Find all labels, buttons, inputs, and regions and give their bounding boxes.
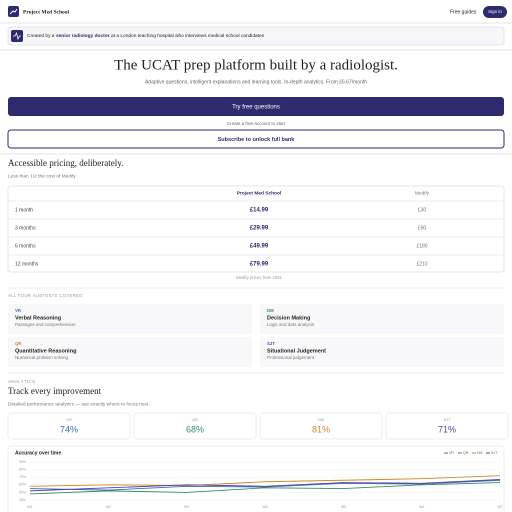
y-tick-label: 70% [19,475,26,479]
stat-label: SJT [443,417,451,422]
x-tick-label: W2 [106,505,111,509]
subtest-desc: Numerical problem solving [15,355,69,360]
subtest-card [260,337,504,367]
subtest-code: VR [15,308,22,313]
subtest-name: Decision Making [267,315,310,321]
subtest-name: Quantitative Reasoning [15,348,76,354]
plan-price: £79.99 [250,262,269,268]
series-line [29,475,501,487]
pricing-subtitle: Less than 1/2 the cost of Medify [8,173,76,179]
stat-value: 74% [60,424,78,434]
stat-value: 81% [312,424,330,434]
plan-price: £29.99 [250,226,269,232]
subtest-name: Situational Judgement [267,348,326,354]
subtest-desc: Professional judgement [267,355,315,360]
chart-title: Accuracy over time [15,450,61,456]
column-header: Project Med School [237,190,282,196]
banner-part: at a London teaching hospital who interv… [111,33,265,39]
brand-name: Project Med School [23,9,69,15]
x-tick-label: W6 [419,505,424,509]
stat-card [259,412,383,440]
pricing-footnote: Medify prices from 2026 [236,275,282,280]
banner-box [7,26,505,46]
subtest-desc: Logic and data analysis [267,322,315,327]
legend-label: SJT [491,451,498,455]
cta-note: Create a free account to start [227,121,286,126]
stat-label: QR [192,417,198,422]
stat-value: 68% [186,424,204,434]
analytics-subtitle: Detailed performance analytics — see exa… [8,401,150,407]
subtest-code: DM [267,308,274,313]
x-tick-label: W5 [341,505,346,509]
chart-card [7,445,505,512]
hero-subtitle: Adaptive questions, intelligent explanat… [145,79,367,85]
plan-duration: 12 months [15,261,39,267]
banner-text: Created by a senior radiology doctor at a … [27,33,265,39]
series-line [29,479,501,491]
banner-glyph [13,31,21,41]
plan-duration: 1 month [15,207,33,213]
banner-bold: senior radiology doctor [56,33,110,39]
x-tick-label: W1 [27,505,32,509]
stat-card [7,412,131,440]
stat-label: VR [66,417,72,422]
legend-label: DM [477,451,483,455]
column-header: Medify [415,190,430,196]
subtest-card [8,337,252,367]
y-tick-label: 90% [19,460,26,464]
pricing-title: Accessible pricing, deliberately. [8,158,123,168]
y-tick-label: 80% [19,468,26,472]
stat-card [385,412,509,440]
y-tick-label: 50% [19,490,26,494]
medify-price: £180 [416,243,427,249]
subtest-desc: Passages and comprehension [15,322,76,327]
analytics-title: Track every improvement [8,386,102,396]
subtest-card [8,304,252,334]
cta-button[interactable] [8,97,504,116]
medify-price: £210 [416,261,427,267]
x-tick-label: W4 [262,505,267,509]
x-tick-label: W7 [497,505,502,509]
y-tick-label: 60% [19,483,26,487]
subtest-card [260,304,504,334]
stat-label: DM [318,417,324,422]
pricing-table [7,185,505,273]
subtest-code: QR [15,341,22,346]
secondary-label[interactable]: Subscribe to unlock full bank [218,137,296,143]
legend-label: VR [449,451,454,455]
stat-value: 71% [438,424,456,434]
x-tick-label: W3 [184,505,189,509]
banner-part: Created by a [27,33,55,39]
plan-price: £14.99 [250,208,269,214]
hero-title: The UCAT prep platform built by a radiol… [114,57,398,73]
y-tick-label: 40% [19,498,26,502]
plan-price: £49.99 [250,244,269,250]
logo-glyph [9,8,18,15]
series-line [29,479,501,492]
nav-link[interactable]: Free guides [450,9,477,15]
legend-label: QR [463,451,469,455]
stat-card [133,412,257,440]
series-line [29,482,501,495]
secondary-button[interactable] [7,129,505,149]
subtest-name: Verbal Reasoning [15,315,61,321]
cta-label[interactable]: Try free questions [232,105,280,111]
medify-price: £30 [418,207,427,213]
medify-price: £90 [418,225,427,231]
section-eyebrow: ALL FOUR SUBTESTS COVERED [8,293,83,298]
plan-duration: 6 months [15,243,36,249]
plan-duration: 3 months [15,225,36,231]
section-eyebrow: ANALYTICS [8,379,35,384]
sign-in-button[interactable] [483,6,507,18]
sign-in-label[interactable]: Sign in [488,9,502,14]
subtest-code: SJT [267,341,275,346]
